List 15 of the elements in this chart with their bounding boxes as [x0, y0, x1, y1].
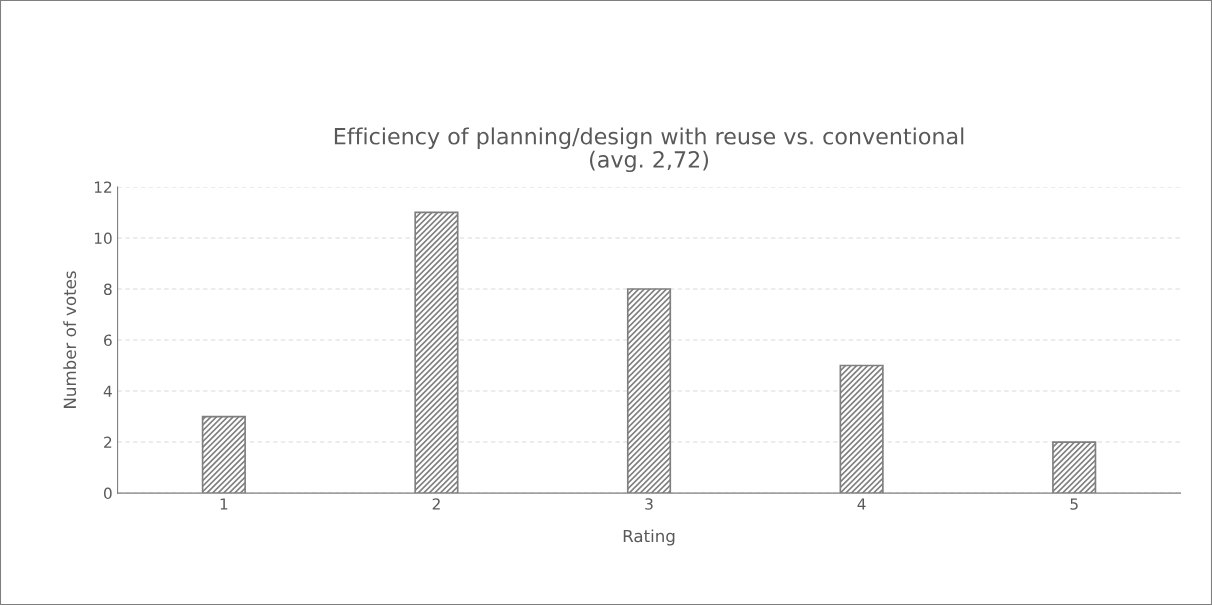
- y-tick-label: 4: [103, 385, 112, 397]
- y-tick-label: 8: [104, 283, 112, 296]
- y-tick-label: 0: [103, 487, 112, 500]
- x-axis-title: Rating: [623, 529, 675, 546]
- y-tick-label: 6: [104, 334, 112, 347]
- chart-title: Efficiency of planning/design with reuse vs. conventional (avg. 2,72): [334, 127, 964, 173]
- y-axis-title: Number of votes: [63, 271, 77, 408]
- y-tick-label: 12: [94, 181, 112, 193]
- x-tick-label: 4: [857, 498, 866, 510]
- x-tick-label: 3: [645, 498, 653, 510]
- x-tick-label: 1: [220, 498, 228, 510]
- y-tick-label: 2: [104, 436, 112, 448]
- y-tick-label: 10: [94, 232, 112, 244]
- x-tick-label: 5: [1070, 498, 1078, 510]
- x-tick-label: 2: [432, 498, 440, 510]
